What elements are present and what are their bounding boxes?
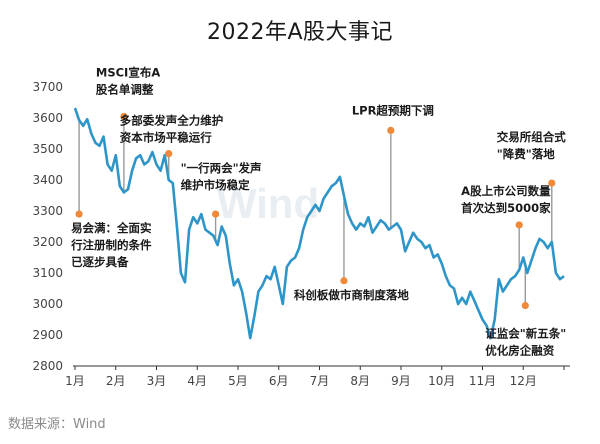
annotation-markers: [75, 112, 556, 310]
annotation-label-line: 多部委发声全力维护: [120, 114, 224, 128]
annotation-label-line: 已逐步具备: [71, 255, 129, 269]
annotation-marker: [211, 210, 220, 218]
annotation-marker: [548, 179, 556, 187]
annotation-label: MSCI宣布A 股名单调整: [96, 65, 160, 96]
annotation-marker: [120, 112, 128, 121]
annotation-label: 科创板做市商制度落地: [294, 288, 409, 302]
x-tick-label: 7月: [310, 374, 330, 388]
annotation-label-line: 股名单调整: [96, 82, 154, 96]
annotation-label: 交易所组合式 "降费"落地: [497, 130, 566, 161]
y-tick-label: 3000: [32, 297, 63, 311]
source-note: 数据来源：Wind: [8, 417, 106, 432]
annotation-marker: [521, 301, 529, 310]
y-tick-label: 3300: [32, 204, 63, 218]
annotation-label: 多部委发声全力维护资本市场平稳运行: [120, 114, 224, 145]
x-tick-label: 4月: [187, 374, 207, 388]
annotation-marker: [75, 210, 83, 218]
annotation-label-line: 资本市场平稳运行: [120, 131, 212, 145]
x-tick-label: 12月: [510, 374, 537, 388]
annotation-label-line: 科创板做市商制度落地: [294, 288, 409, 302]
annotation-marker: [515, 221, 523, 229]
wind-watermark: Wind: [217, 180, 319, 227]
annotation-label-line: 证监会"新五条": [485, 327, 566, 341]
x-tick-label: 2月: [106, 374, 126, 388]
annotation-label-line: MSCI宣布A: [96, 65, 160, 79]
y-tick-label: 2800: [32, 359, 63, 373]
annotation-marker: [387, 126, 395, 134]
y-tick-label: 3600: [32, 111, 63, 125]
annotation-label: 证监会"新五条" 优化房企融资: [485, 327, 566, 358]
y-tick-label: 3500: [32, 142, 63, 156]
annotation-label-line: "降费"落地: [497, 147, 555, 161]
chart-title: 2022年A股大事记: [206, 20, 394, 45]
x-tick-label: 8月: [350, 374, 370, 388]
annotation-label-line: A股上市公司数量: [461, 184, 551, 198]
annotation-label-line: 行注册制的条件: [70, 238, 152, 252]
y-tick-label: 3400: [32, 173, 63, 187]
annotation-label-line: LPR超预期下调: [352, 103, 434, 117]
annotation-label-line: 首次达到5000家: [461, 201, 551, 215]
y-tick-label: 3700: [32, 80, 63, 94]
y-tick-label: 3100: [32, 266, 63, 280]
annotation-label: A股上市公司数量首次达到5000家: [461, 184, 551, 215]
x-tick-label: 5月: [228, 374, 248, 388]
x-tick-label: 11月: [469, 374, 496, 388]
annotation-label-line: "一行两会"发声: [181, 161, 262, 175]
y-tick-label: 2900: [32, 328, 63, 342]
y-tick-label: 3200: [32, 235, 63, 249]
x-tick-label: 1月: [65, 374, 85, 388]
annotation-label: LPR超预期下调: [352, 103, 434, 117]
y-axis: 2800 2900 3000 3100 3200 3300 3400 3500 3600 3700: [32, 80, 63, 373]
annotation-label-line: 交易所组合式: [497, 130, 566, 144]
series-line: [73, 107, 565, 340]
x-tick-label: 6月: [269, 374, 289, 388]
annotation-label: 易会满：全面实行注册制的条件已逐步具备: [70, 221, 152, 269]
annotation-labels: 易会满：全面实行注册制的条件已逐步具备 MSCI宣布A 股名单调整多部委发声全力维护…: [70, 65, 566, 357]
annotation-label: "一行两会"发声维护市场稳定: [181, 161, 262, 192]
x-axis: 1月 2月 3月 4月 5月 6月 7月 8月 9月 10月 11月 12月: [65, 365, 570, 388]
annotation-marker: [340, 277, 348, 285]
annotation-marker: [165, 150, 173, 158]
annotation-label-line: 易会满：全面实: [71, 221, 152, 235]
annotation-label-line: 维护市场稳定: [181, 178, 250, 192]
x-tick-label: 3月: [147, 374, 167, 388]
x-tick-label: 10月: [428, 374, 455, 388]
annotation-label-line: 优化房企融资: [485, 344, 554, 358]
x-tick-label: 9月: [391, 374, 411, 388]
